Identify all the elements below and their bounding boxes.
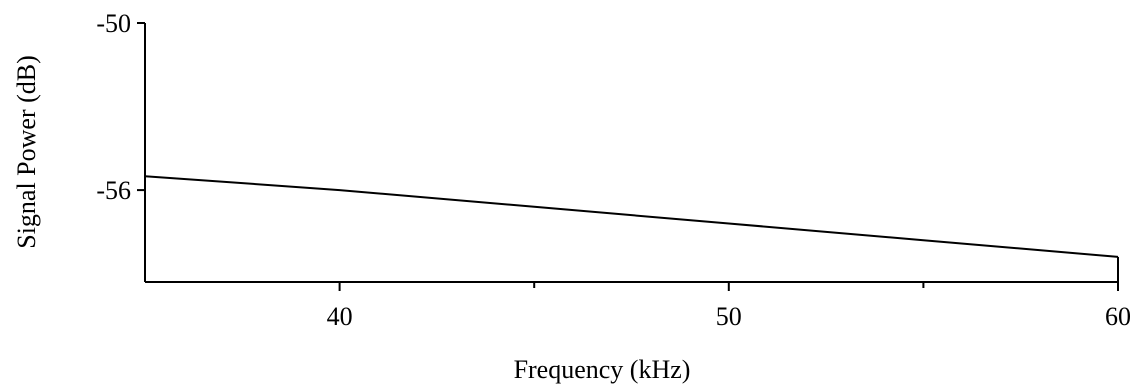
y-ticks: -50 -56	[96, 9, 145, 205]
y-axis-title: Signal Power (dB)	[12, 55, 41, 249]
axes	[144, 23, 1119, 283]
y-tick-label: -50	[96, 9, 131, 38]
x-ticks: 40 50 60	[327, 282, 1131, 331]
x-tick-label: 50	[716, 302, 742, 331]
x-axis-title: Frequency (kHz)	[514, 355, 691, 384]
series	[144, 175, 1119, 258]
x-tick-label: 40	[327, 302, 353, 331]
x-tick-label: 60	[1105, 302, 1131, 331]
series-line	[144, 175, 1119, 258]
y-tick-label: -56	[96, 176, 131, 205]
